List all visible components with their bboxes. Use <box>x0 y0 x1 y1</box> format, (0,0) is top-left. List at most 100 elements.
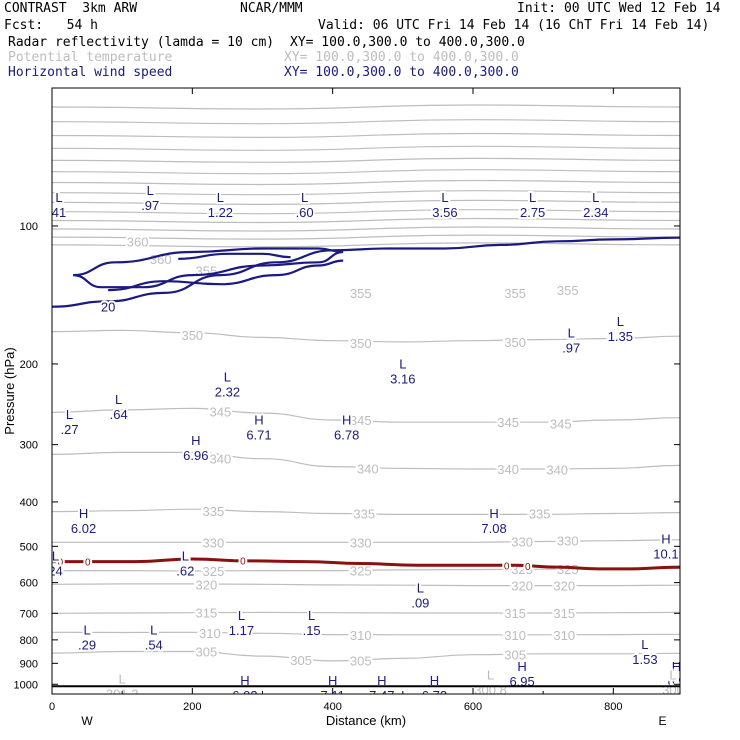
extremum-value: 3.56 <box>432 205 457 220</box>
zero-contour <box>52 557 680 571</box>
theta-label: 340 <box>497 462 519 477</box>
extremum-value: .15 <box>303 623 321 638</box>
theta-label: 355 <box>504 286 526 301</box>
extremum-value: 7.47 <box>369 688 394 703</box>
extremum-value: 300.8 <box>474 682 507 697</box>
zero-contour-label: 0 <box>58 558 64 569</box>
extremum-marker-L: L <box>224 370 231 385</box>
x-end-label-west: W <box>81 714 93 728</box>
theta-label: 315 <box>553 606 575 621</box>
y-tick-label: 300 <box>20 440 38 452</box>
theta-band-line <box>52 190 680 196</box>
theta-label: 360 <box>127 234 149 249</box>
wind-contour-label: 20 <box>101 300 115 315</box>
extremum-value: 6.96 <box>183 448 208 463</box>
theta-label: 315 <box>196 605 218 620</box>
theta-label: 340 <box>546 463 568 478</box>
theta-band-line <box>52 104 680 110</box>
theta-band-line <box>52 179 680 186</box>
extremum-marker-L: L <box>308 608 315 623</box>
wind-contour <box>178 252 291 260</box>
extremum-value: .27 <box>61 422 79 437</box>
org-label: NCAR/MMM <box>240 1 303 16</box>
extremum-marker-L: L <box>592 190 599 205</box>
plot-frame <box>51 87 681 695</box>
extremum-marker-L: L <box>182 548 189 563</box>
extremum-marker-L: L <box>55 190 62 205</box>
theta-label: 345 <box>210 405 232 420</box>
extremum-marker-L: L <box>119 671 126 686</box>
y-tick-label: 400 <box>20 497 38 509</box>
extremum-marker-H: H <box>672 659 681 674</box>
extremum-marker-L: L <box>52 548 59 563</box>
extremum-value: 7.08 <box>481 521 506 536</box>
wind-contour <box>108 259 344 292</box>
extremum-marker-L: L <box>417 580 424 595</box>
theta-contour-320 <box>52 583 680 587</box>
init-time: Init: 00 UTC Wed 12 Feb 14 <box>517 1 721 16</box>
extremum-value: 24 <box>48 563 62 578</box>
extremum-marker-H: H <box>191 433 200 448</box>
field-name-theta: Potential temperature <box>8 50 173 65</box>
theta-label: 310 <box>350 628 372 643</box>
extremum-marker-L: L <box>115 392 122 407</box>
extremum-value: 6.02 <box>71 521 96 536</box>
theta-label: 335 <box>529 507 551 522</box>
extremum-marker-L: L <box>150 622 157 637</box>
theta-label: 320 <box>511 579 533 594</box>
extremum-marker-L: L <box>301 190 308 205</box>
extremum-marker-H: H <box>489 506 498 521</box>
theta-label: 315 <box>504 606 526 621</box>
theta-label: 350 <box>181 328 203 343</box>
extremum-value: 1.53 <box>632 652 657 667</box>
extremum-value: 301.3 <box>106 686 139 701</box>
extremum-value: 3.16 <box>390 372 415 387</box>
theta-band-line <box>52 217 680 224</box>
theta-label: 330 <box>557 534 579 549</box>
theta-label: 350 <box>350 336 372 351</box>
theta-label: 305 <box>350 653 372 668</box>
zero-contour-label: 0 <box>504 561 510 572</box>
model-title: CONTRAST 3km ARW <box>4 1 138 16</box>
theta-contour-345 <box>52 407 680 423</box>
extremum-marker-L: L <box>529 190 536 205</box>
theta-band-line <box>52 242 680 248</box>
extremum-value: .54 <box>145 637 163 652</box>
extremum-marker-L: L <box>487 667 494 682</box>
theta-label: 345 <box>350 413 372 428</box>
theta-label: 325 <box>350 564 372 579</box>
x-tick-label: 800 <box>604 701 622 713</box>
extremum-value: .29 <box>78 637 96 652</box>
theta-label: 320 <box>553 579 575 594</box>
theta-contour-340 <box>52 451 680 470</box>
extremum-marker-H: H <box>517 659 526 674</box>
extremum-value: .64 <box>110 407 128 422</box>
field-xy-wind: XY= 100.0,300.0 to 400.0,300.0 <box>284 65 519 80</box>
extremum-marker-L: L <box>568 326 575 341</box>
extremum-value: 1.17 <box>229 623 254 638</box>
theta-label: 325 <box>557 562 579 577</box>
theta-band-line <box>52 169 680 175</box>
extremum-value: .09 <box>411 595 429 610</box>
wind-contour <box>73 247 344 289</box>
x-end-label-east: E <box>658 714 666 728</box>
theta-label: 330 <box>203 535 225 550</box>
theta-label: 355 <box>557 283 579 298</box>
y-tick-label: 1000 <box>14 679 38 691</box>
theta-band-line <box>52 199 680 206</box>
theta-band-line <box>52 157 680 163</box>
extremum-marker-H: H <box>342 412 351 427</box>
extremum-marker-L: L <box>441 190 448 205</box>
extremum-marker-L: L <box>83 622 90 637</box>
theta-contour-350 <box>52 329 680 343</box>
theta-contour-330 <box>52 539 680 543</box>
extremum-value: .60 <box>296 205 314 220</box>
extremum-marker-H: H <box>254 412 263 427</box>
theta-label: 330 <box>511 534 533 549</box>
extremum-marker-L: L <box>66 407 73 422</box>
extremum-value: 2.75 <box>520 205 545 220</box>
y-tick-label: 200 <box>20 359 38 371</box>
theta-label: 350 <box>504 335 526 350</box>
